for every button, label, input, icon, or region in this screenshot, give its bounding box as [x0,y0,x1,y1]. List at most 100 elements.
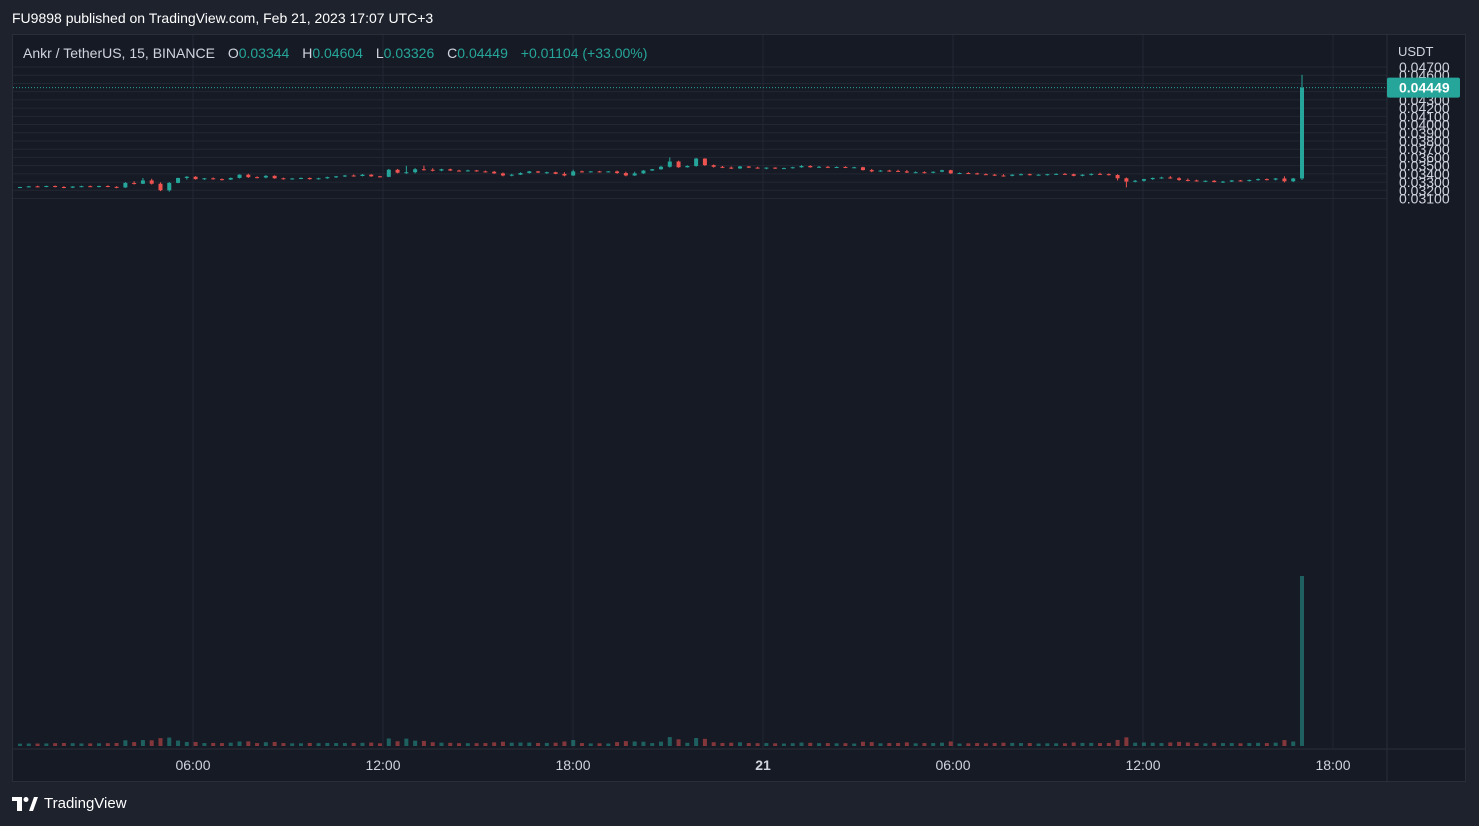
volume-bar [1089,742,1094,746]
volume-bar [825,743,830,746]
volume-bar [694,738,699,746]
candle-body [518,173,523,175]
volume-bar [1220,743,1225,746]
candle-body [140,180,145,184]
candle-body [290,178,295,180]
candle-body [193,176,198,180]
volume-bar [1115,739,1120,746]
volume-bar [1010,742,1015,746]
currency-label: USDT [1398,44,1433,59]
volume-bar [492,742,497,746]
candle-body [369,174,374,177]
candle-body [1141,179,1146,181]
volume-bar [35,743,40,746]
volume-bar [553,742,558,746]
volume-bar [606,743,611,746]
volume-bar [457,743,462,746]
candle-body [641,170,646,174]
volume-bar [448,742,453,746]
candle-body [869,170,874,172]
candle-body [790,167,795,169]
candle-body [931,171,936,173]
volume-bar [1177,741,1182,746]
volume-bar [1229,743,1234,746]
candle-body [97,186,102,188]
volume-bar [808,742,813,746]
candle-body [694,158,699,166]
volume-bar [1238,743,1243,746]
high-value: 0.04604 [312,45,363,61]
volume-bar [421,740,426,746]
volume-bar [255,743,260,746]
candle-body [202,178,207,180]
candle-body [1054,173,1059,175]
candlestick-chart[interactable]: USDT0.031000.032000.033000.034000.035000… [13,35,1465,781]
volume-bar [773,743,778,746]
volume-bar [26,743,31,746]
volume-bar [869,742,874,746]
volume-bar [623,741,628,746]
candle-body [685,165,690,168]
volume-bar [790,743,795,746]
candle-body [1124,178,1129,182]
volume-bar [1185,742,1190,746]
volume-bar [834,743,839,746]
volume-bar [1054,743,1059,746]
candle-body [448,169,453,171]
candle-body [817,166,822,168]
volume-bar [378,743,383,746]
volume-bar [659,741,663,746]
candle-body [35,186,40,188]
price-tick-label: 0.04000 [1399,117,1450,133]
candle-body [184,176,189,178]
candle-body [246,174,251,178]
price-tick-label: 0.03200 [1399,182,1450,198]
volume-bar [527,742,532,746]
candle-body [834,166,839,168]
volume-bar [676,739,681,746]
candle-body [623,173,628,176]
candle-body [764,167,769,169]
candle-body [579,171,584,173]
candle-body [483,171,488,173]
volume-bar [1150,742,1155,746]
time-tick-label: 06:00 [175,757,210,773]
candle-body [272,175,277,179]
candle-body [799,165,804,168]
open-label: O [227,45,239,61]
candle-body [1080,174,1085,176]
symbol-info[interactable]: Ankr / TetherUS, 15, BINANCE [23,45,215,61]
candle-body [1150,177,1155,180]
volume-bar [79,743,84,746]
candle-body [114,186,119,188]
candle-body [79,186,84,188]
volume-bar [246,741,251,746]
candle-body [1256,179,1261,181]
candle-body [711,165,716,167]
candle-body [1001,175,1006,177]
volume-bar [1106,742,1111,746]
volume-bar [70,743,75,746]
candle-body [342,175,347,177]
candle-body [263,175,268,178]
candle-body [430,169,435,171]
candle-body [1036,174,1041,176]
candle-body [386,169,391,177]
time-tick-label: 06:00 [935,757,970,773]
candle-body [597,171,602,173]
volume-bar [202,743,207,746]
tradingview-logo[interactable]: TradingView [12,795,127,812]
candle-body [413,169,418,173]
candle-body [1282,178,1287,182]
published-header: FU9898 published on TradingView.com, Feb… [12,10,434,26]
volume-bar [562,741,567,746]
volume-bar [720,742,725,746]
candle-body [1229,180,1234,182]
candle-body [70,186,75,188]
chart-panel[interactable]: USDT 0.03100 0.03200 0.03300 0.03400 0.03500 0… [12,34,1466,782]
candle-body [843,166,848,168]
volume-bar [123,740,128,746]
candle-body [632,173,637,176]
candle-body [571,171,576,176]
candle-body [26,186,31,188]
